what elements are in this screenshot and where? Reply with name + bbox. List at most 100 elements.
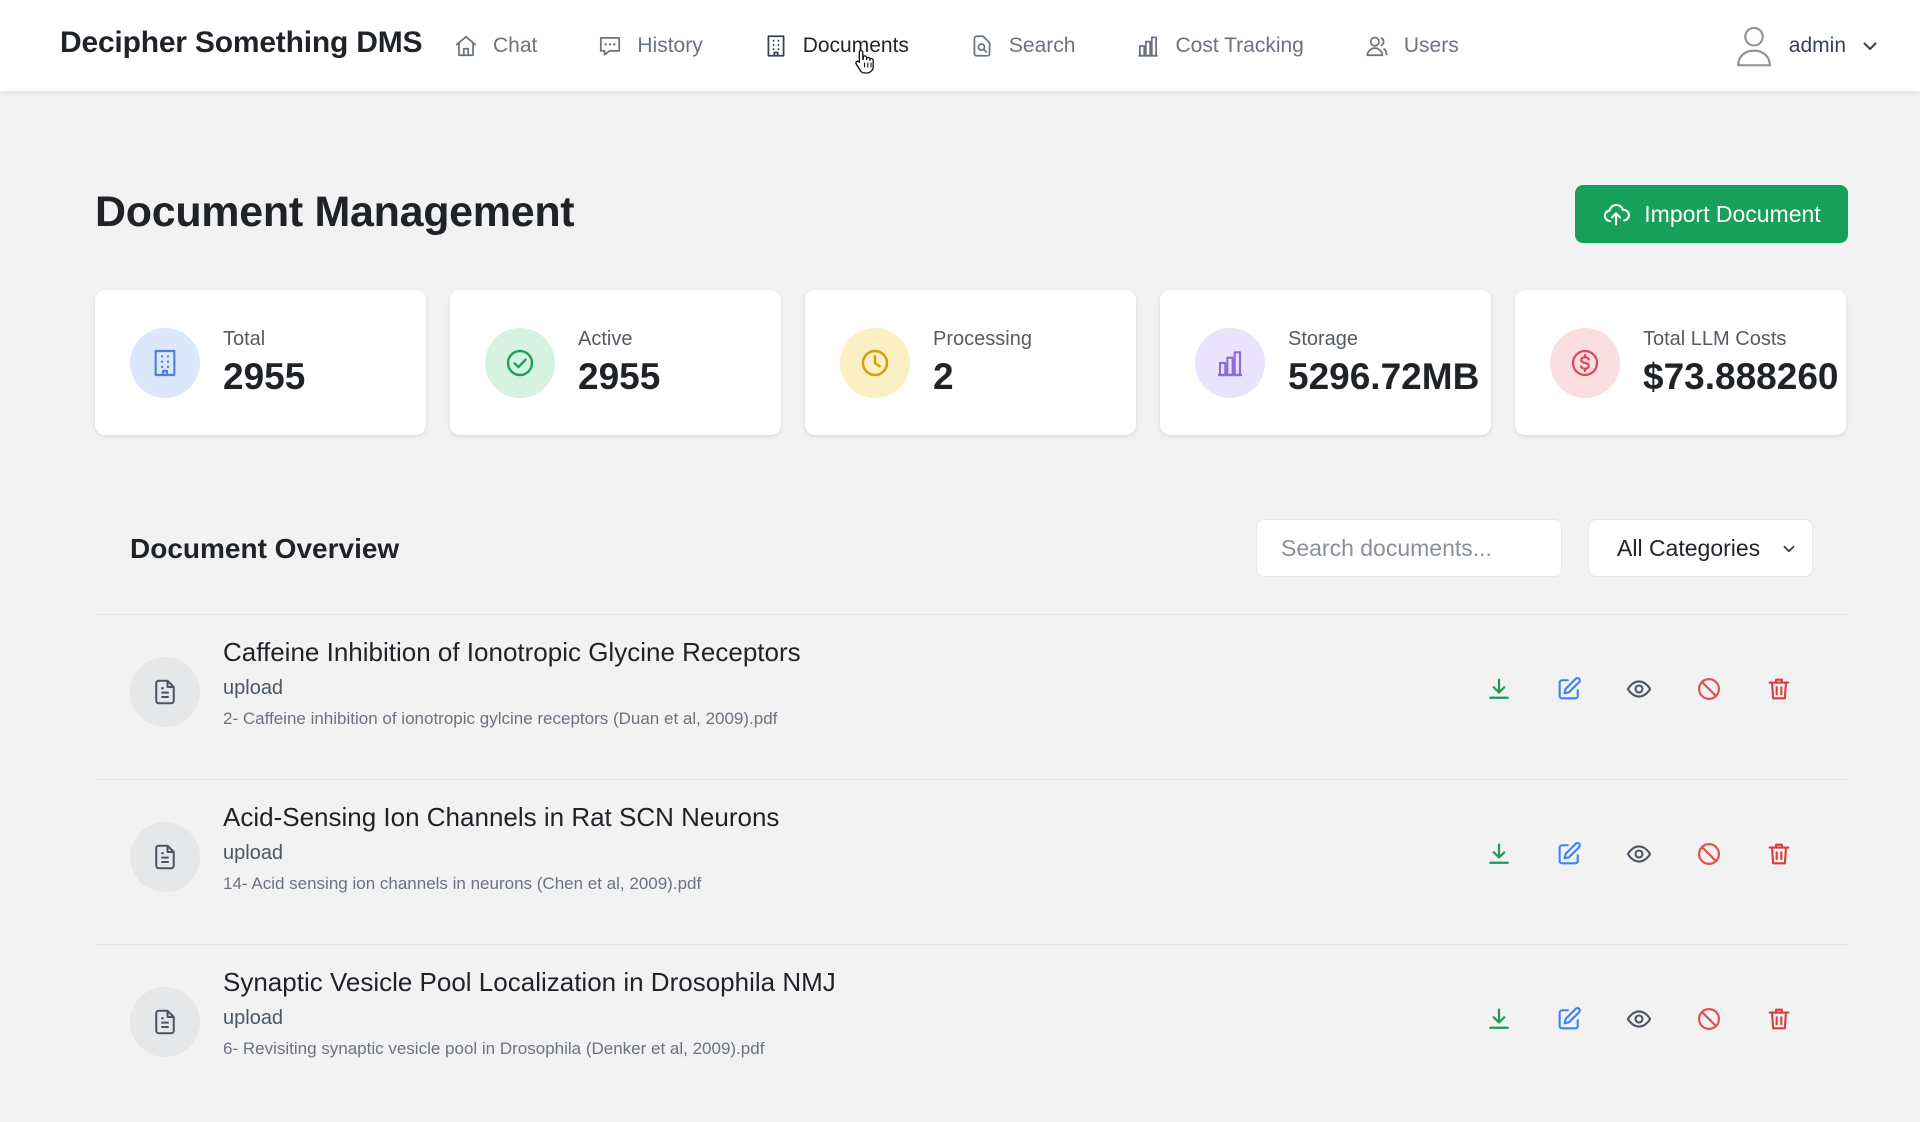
document-row: Acid-Sensing Ion Channels in Rat SCN Neu… bbox=[95, 792, 1848, 957]
eye-icon bbox=[1625, 675, 1653, 703]
category-select[interactable]: All Categories bbox=[1588, 519, 1813, 577]
delete-button[interactable] bbox=[1765, 840, 1793, 868]
document-filename: 6- Revisiting synaptic vesicle pool in D… bbox=[223, 1039, 765, 1058]
edit-icon bbox=[1555, 840, 1583, 868]
document-file-icon bbox=[130, 822, 200, 892]
nav-item-cost-tracking[interactable]: Cost Tracking bbox=[1135, 26, 1304, 66]
document-actions bbox=[1485, 1005, 1793, 1033]
chevron-down-icon bbox=[1780, 540, 1798, 558]
document-row: Synaptic Vesicle Pool Localization in Dr… bbox=[95, 957, 1848, 1122]
stat-label: Storage bbox=[1288, 328, 1359, 350]
nav-item-label: Search bbox=[1008, 33, 1076, 57]
cloud-upload-icon bbox=[1602, 200, 1631, 228]
stat-value: 2955 bbox=[223, 356, 306, 397]
document-source: upload bbox=[223, 677, 284, 699]
dollar-circle-icon bbox=[1569, 347, 1601, 379]
nav-item-label: Chat bbox=[493, 33, 538, 57]
stat-value: 2 bbox=[933, 356, 954, 397]
nav-item-search[interactable]: Search bbox=[969, 26, 1076, 66]
document-file-icon bbox=[130, 987, 200, 1057]
nav-item-users[interactable]: Users bbox=[1364, 26, 1459, 66]
import-document-label: Import Document bbox=[1644, 200, 1821, 227]
view-button[interactable] bbox=[1625, 840, 1653, 868]
clock-icon bbox=[859, 347, 891, 379]
disable-button[interactable] bbox=[1695, 840, 1723, 868]
stat-value: 2955 bbox=[578, 356, 661, 397]
document-title[interactable]: Acid-Sensing Ion Channels in Rat SCN Neu… bbox=[223, 802, 780, 832]
document-filename: 2- Caffeine inhibition of ionotropic gyl… bbox=[223, 709, 778, 728]
trash-icon bbox=[1765, 1005, 1793, 1033]
stat-card-active: Active 2955 bbox=[450, 290, 781, 435]
ban-icon bbox=[1695, 675, 1723, 703]
view-button[interactable] bbox=[1625, 1005, 1653, 1033]
stat-label: Active bbox=[578, 328, 633, 350]
search-document-icon bbox=[969, 33, 995, 59]
building-icon bbox=[149, 347, 181, 379]
trash-icon bbox=[1765, 675, 1793, 703]
edit-button[interactable] bbox=[1555, 675, 1583, 703]
disable-button[interactable] bbox=[1695, 1005, 1723, 1033]
view-button[interactable] bbox=[1625, 675, 1653, 703]
stat-value: $73.888260 bbox=[1643, 356, 1839, 397]
nav-item-documents[interactable]: Documents bbox=[763, 26, 909, 66]
document-row: Caffeine Inhibition of Ionotropic Glycin… bbox=[95, 627, 1848, 792]
building-icon bbox=[763, 33, 789, 59]
edit-button[interactable] bbox=[1555, 840, 1583, 868]
nav-item-label: History bbox=[637, 33, 703, 57]
delete-button[interactable] bbox=[1765, 1005, 1793, 1033]
document-source: upload bbox=[223, 842, 284, 864]
divider bbox=[95, 614, 1848, 615]
nav-item-label: Documents bbox=[802, 33, 909, 57]
eye-icon bbox=[1625, 840, 1653, 868]
document-title[interactable]: Synaptic Vesicle Pool Localization in Dr… bbox=[223, 967, 836, 997]
top-navigation-bar: Decipher Something DMS Chat History Docu… bbox=[0, 0, 1920, 91]
download-icon bbox=[1485, 840, 1513, 868]
document-filename: 14- Acid sensing ion channels in neurons… bbox=[223, 874, 702, 893]
nav-item-label: Users bbox=[1403, 33, 1459, 57]
document-title[interactable]: Caffeine Inhibition of Ionotropic Glycin… bbox=[223, 637, 801, 667]
user-menu[interactable]: admin bbox=[1735, 22, 1880, 70]
stat-icon-active bbox=[485, 328, 555, 398]
search-documents-input[interactable] bbox=[1256, 519, 1562, 577]
download-button[interactable] bbox=[1485, 1005, 1513, 1033]
check-circle-icon bbox=[504, 347, 536, 379]
document-source: upload bbox=[223, 1007, 284, 1029]
chevron-down-icon bbox=[1860, 36, 1880, 56]
download-icon bbox=[1485, 1005, 1513, 1033]
stat-card-processing: Processing 2 bbox=[805, 290, 1136, 435]
ban-icon bbox=[1695, 840, 1723, 868]
divider bbox=[95, 944, 1848, 945]
stat-card-storage: Storage 5296.72MB bbox=[1160, 290, 1491, 435]
import-document-button[interactable]: Import Document bbox=[1575, 185, 1848, 243]
disable-button[interactable] bbox=[1695, 675, 1723, 703]
eye-icon bbox=[1625, 1005, 1653, 1033]
trash-icon bbox=[1765, 840, 1793, 868]
bar-chart-icon bbox=[1214, 347, 1246, 379]
download-icon bbox=[1485, 675, 1513, 703]
user-name: admin bbox=[1788, 34, 1846, 57]
user-avatar-icon bbox=[1735, 25, 1773, 67]
download-button[interactable] bbox=[1485, 675, 1513, 703]
delete-button[interactable] bbox=[1765, 675, 1793, 703]
main-nav: Chat History Documents Search Cost Track… bbox=[453, 0, 1519, 91]
download-button[interactable] bbox=[1485, 840, 1513, 868]
edit-button[interactable] bbox=[1555, 1005, 1583, 1033]
edit-icon bbox=[1555, 675, 1583, 703]
nav-item-label: Cost Tracking bbox=[1175, 33, 1304, 57]
edit-icon bbox=[1555, 1005, 1583, 1033]
stats-row: Total 2955 Active 2955 Processing 2 Stor… bbox=[95, 290, 1848, 435]
stat-card-llm-costs: Total LLM Costs $73.888260 bbox=[1515, 290, 1846, 435]
stat-icon-storage bbox=[1195, 328, 1265, 398]
document-actions bbox=[1485, 675, 1793, 703]
nav-item-chat[interactable]: Chat bbox=[453, 26, 537, 66]
stat-icon-llm-costs bbox=[1550, 328, 1620, 398]
app-brand[interactable]: Decipher Something DMS bbox=[60, 26, 423, 59]
stat-label: Total bbox=[223, 328, 266, 350]
stat-card-total: Total 2955 bbox=[95, 290, 426, 435]
ban-icon bbox=[1695, 1005, 1723, 1033]
divider bbox=[95, 779, 1848, 780]
stat-label: Processing bbox=[933, 328, 1032, 350]
chat-bubble-icon bbox=[597, 33, 623, 59]
bar-chart-icon bbox=[1135, 33, 1161, 59]
nav-item-history[interactable]: History bbox=[597, 26, 703, 66]
